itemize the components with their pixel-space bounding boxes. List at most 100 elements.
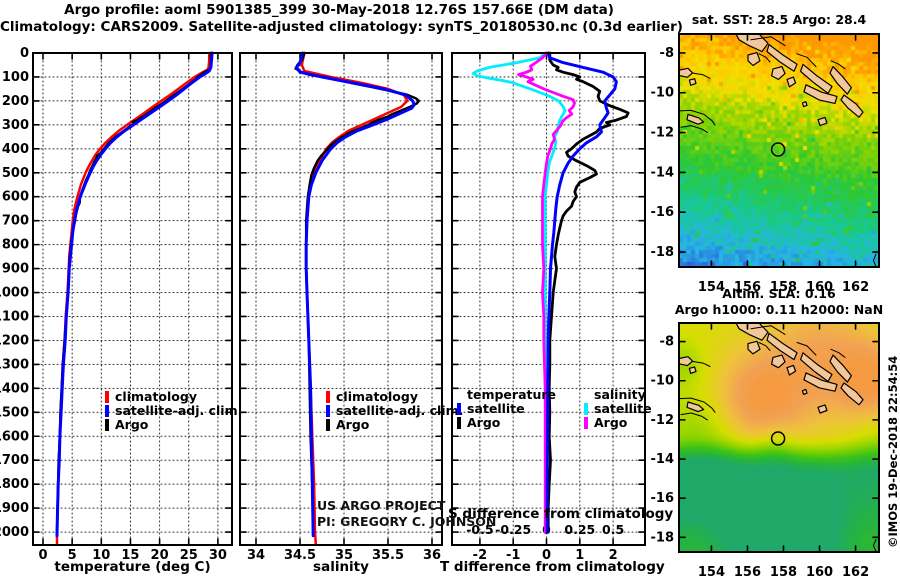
svg-text:1100: 1100 bbox=[0, 309, 29, 324]
svg-text:0.5: 0.5 bbox=[602, 522, 624, 537]
svg-text:20: 20 bbox=[151, 548, 169, 563]
figure-title: Argo profile: aoml 5901385_399 30-May-20… bbox=[64, 2, 614, 18]
legend-item-climatology: climatology bbox=[105, 390, 242, 404]
legend-label: climatology bbox=[115, 389, 197, 404]
svg-text:1000: 1000 bbox=[0, 286, 29, 301]
svg-text:-8: -8 bbox=[660, 335, 674, 350]
legend-item-t-argo: Argo bbox=[457, 416, 556, 430]
argo-line-swatch bbox=[326, 419, 330, 431]
legend-label: Argo bbox=[467, 415, 501, 430]
legend-item-t-satellite: satellite bbox=[457, 402, 556, 416]
svg-text:-0.25: -0.25 bbox=[495, 522, 531, 537]
svg-text:10: 10 bbox=[92, 548, 110, 563]
svg-text:15: 15 bbox=[121, 548, 139, 563]
legend-item-satellite-adj: satellite-adj. clim. bbox=[326, 404, 463, 418]
svg-text:154: 154 bbox=[698, 280, 725, 295]
t-difference-legend: temperature satellite Argo bbox=[457, 388, 556, 430]
temperature-axis-label: temperature (deg C) bbox=[54, 559, 211, 575]
s-difference-legend: salinity satellite Argo bbox=[584, 388, 652, 430]
svg-text:300: 300 bbox=[2, 118, 29, 133]
s-argo-line-swatch bbox=[584, 417, 588, 429]
svg-text:36: 36 bbox=[423, 548, 441, 563]
legend-item-argo: Argo bbox=[105, 418, 242, 432]
svg-text:400: 400 bbox=[2, 142, 29, 157]
legend-label: climatology bbox=[336, 389, 418, 404]
svg-text:154: 154 bbox=[698, 565, 725, 580]
sla-map-title: Altim. SLA: 0.16 bbox=[722, 286, 836, 301]
svg-text:-14: -14 bbox=[651, 452, 675, 467]
svg-text:5: 5 bbox=[68, 548, 77, 563]
svg-text:30: 30 bbox=[209, 548, 227, 563]
svg-text:900: 900 bbox=[2, 262, 29, 277]
satellite-adj-line-swatch bbox=[105, 405, 109, 417]
svg-text:100: 100 bbox=[2, 70, 29, 85]
svg-text:158: 158 bbox=[770, 565, 797, 580]
imos-watermark: ©IMOS 19-Dec-2018 22:54:54 bbox=[886, 355, 900, 548]
legend-header-salinity: salinity bbox=[594, 387, 646, 402]
figure-subtitle: Climatology: CARS2009. Satellite-adjuste… bbox=[0, 19, 683, 35]
legend-label: satellite-adj. clim. bbox=[336, 403, 464, 418]
svg-text:-1: -1 bbox=[506, 548, 520, 563]
svg-text:-0.5: -0.5 bbox=[466, 522, 493, 537]
svg-text:600: 600 bbox=[2, 190, 29, 205]
svg-text:0: 0 bbox=[20, 46, 29, 61]
svg-text:35: 35 bbox=[335, 548, 353, 563]
argo-line-swatch bbox=[105, 419, 109, 431]
legend-label: satellite bbox=[467, 401, 525, 416]
svg-text:156: 156 bbox=[734, 280, 761, 295]
satellite-adj-line-swatch bbox=[326, 405, 330, 417]
svg-text:2000: 2000 bbox=[0, 525, 29, 540]
svg-text:1600: 1600 bbox=[0, 429, 29, 444]
svg-text:34.5: 34.5 bbox=[284, 548, 316, 563]
svg-text:25: 25 bbox=[180, 548, 198, 563]
pi-note: PI: GREGORY C. JOHNSON bbox=[317, 514, 497, 529]
s-difference-axis-label: S difference from climatology bbox=[448, 506, 674, 522]
svg-text:158: 158 bbox=[770, 280, 797, 295]
svg-text:500: 500 bbox=[2, 166, 29, 181]
svg-text:2: 2 bbox=[609, 548, 618, 563]
legend-item-satellite-adj: satellite-adj. clim. bbox=[105, 404, 242, 418]
svg-text:-10: -10 bbox=[651, 374, 675, 389]
legend-label: Argo bbox=[336, 417, 370, 432]
legend-label: satellite-adj. clim. bbox=[115, 403, 243, 418]
svg-text:800: 800 bbox=[2, 238, 29, 253]
argo-float-marker bbox=[770, 431, 786, 446]
svg-text:-12: -12 bbox=[651, 126, 675, 141]
svg-text:-16: -16 bbox=[651, 491, 675, 506]
svg-text:-16: -16 bbox=[651, 205, 675, 220]
svg-text:160: 160 bbox=[806, 565, 833, 580]
svg-text:-2: -2 bbox=[473, 548, 487, 563]
temperature-legend: climatology satellite-adj. clim. Argo bbox=[105, 390, 242, 432]
svg-text:1800: 1800 bbox=[0, 477, 29, 492]
us-argo-project-note: US ARGO PROJECT bbox=[317, 498, 446, 513]
svg-text:1900: 1900 bbox=[0, 501, 29, 516]
svg-text:162: 162 bbox=[842, 280, 869, 295]
t-difference-axis-label: T difference from climatology bbox=[440, 559, 665, 575]
svg-text:1300: 1300 bbox=[0, 357, 29, 372]
svg-text:34: 34 bbox=[247, 548, 265, 563]
svg-text:1200: 1200 bbox=[0, 333, 29, 348]
argo-float-marker bbox=[770, 142, 786, 157]
legend-item-argo: Argo bbox=[326, 418, 463, 432]
svg-text:-14: -14 bbox=[651, 165, 675, 180]
legend-label: Argo bbox=[115, 417, 149, 432]
svg-text:1500: 1500 bbox=[0, 405, 29, 420]
svg-text:0.25: 0.25 bbox=[564, 522, 595, 537]
svg-text:700: 700 bbox=[2, 214, 29, 229]
svg-text:-18: -18 bbox=[651, 530, 675, 545]
legend-label: satellite bbox=[594, 401, 652, 416]
t-satellite-line-swatch bbox=[457, 403, 461, 415]
svg-text:162: 162 bbox=[842, 565, 869, 580]
sst-map-title: sat. SST: 28.5 Argo: 28.4 bbox=[691, 12, 867, 27]
svg-text:-18: -18 bbox=[651, 245, 675, 260]
svg-text:-10: -10 bbox=[651, 86, 675, 101]
svg-text:1: 1 bbox=[575, 548, 584, 563]
t-argo-line-swatch bbox=[457, 417, 461, 429]
svg-text:1400: 1400 bbox=[0, 381, 29, 396]
climatology-line-swatch bbox=[105, 391, 109, 403]
climatology-line-swatch bbox=[326, 391, 330, 403]
svg-text:160: 160 bbox=[806, 280, 833, 295]
svg-text:1700: 1700 bbox=[0, 453, 29, 468]
